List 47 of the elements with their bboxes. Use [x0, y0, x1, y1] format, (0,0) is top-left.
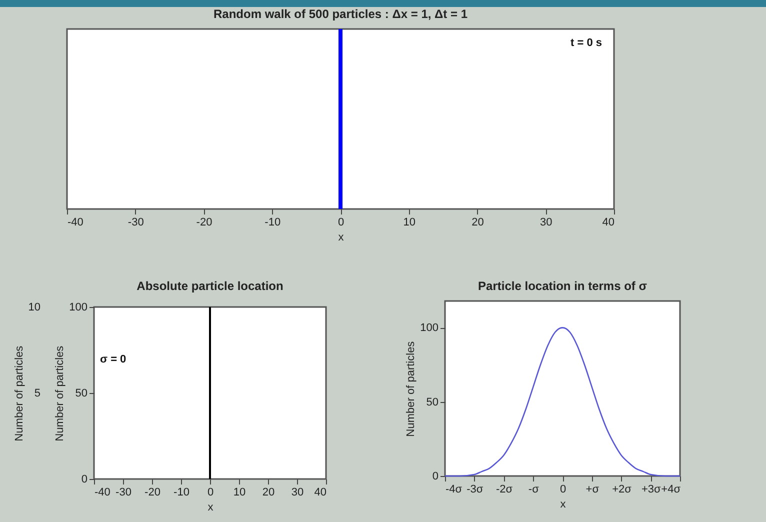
- x-tick-label: -30: [116, 486, 132, 498]
- x-tick-label: +3σ: [641, 484, 661, 496]
- x-tick-label: -10: [264, 216, 281, 228]
- annotation: σ = 0: [100, 353, 126, 366]
- x-tick-label: -20: [144, 486, 160, 498]
- x-tick-label: 10: [233, 486, 246, 498]
- x-tick-label: +4σ: [661, 484, 681, 496]
- y2-tick-label: 10: [28, 302, 40, 314]
- x-axis-title: x: [338, 232, 344, 244]
- x-tick-label: 30: [291, 486, 304, 498]
- x-tick-label: 20: [472, 216, 484, 228]
- y-tick-label: 50: [75, 388, 88, 400]
- x-tick-label: -10: [174, 486, 190, 498]
- x-tick-label: 30: [540, 216, 552, 228]
- x-tick-label: 0: [338, 216, 344, 228]
- x-tick-label: -4σ: [446, 484, 462, 496]
- chart-title: Random walk of 500 particles : Δx = 1, Δt = 1: [213, 7, 468, 21]
- y-axis-title: Number of particles: [405, 340, 418, 437]
- x-axis-title: x: [208, 502, 214, 514]
- x-tick-label: -3σ: [466, 484, 484, 496]
- y-tick-label: 50: [426, 396, 438, 408]
- x-axis-title: x: [560, 498, 566, 510]
- chart-title: Particle location in terms of σ: [478, 279, 647, 293]
- y2-tick-label: 5: [34, 388, 40, 400]
- x-tick-label: 0: [560, 484, 566, 496]
- y-tick-label: 0: [432, 470, 438, 482]
- x-tick-label: 0: [207, 486, 214, 498]
- y2-axis-title: Number of particles: [13, 345, 26, 442]
- y-tick-label: 0: [81, 474, 88, 486]
- x-tick-label: +2σ: [612, 484, 632, 496]
- line-series: [444, 327, 681, 477]
- annotation: t = 0 s: [570, 37, 602, 49]
- x-tick-label: +σ: [586, 484, 600, 496]
- x-tick-label: 20: [262, 486, 275, 498]
- chart-title: Absolute particle location: [136, 279, 284, 293]
- x-tick-label: -40: [68, 216, 84, 228]
- x-tick-label: -20: [196, 216, 212, 228]
- x-tick-label: -2σ: [496, 484, 513, 496]
- x-tick-label: 40: [602, 216, 614, 228]
- x-tick-label: -40: [94, 486, 110, 498]
- x-tick-label: -σ: [528, 484, 540, 496]
- y-axis-title: Number of particles: [54, 345, 66, 442]
- y-tick-label: 100: [420, 322, 438, 334]
- y-tick-label: 100: [69, 302, 88, 314]
- x-tick-label: 10: [403, 216, 416, 228]
- x-tick-label: 40: [314, 486, 326, 498]
- x-tick-label: -30: [128, 216, 144, 228]
